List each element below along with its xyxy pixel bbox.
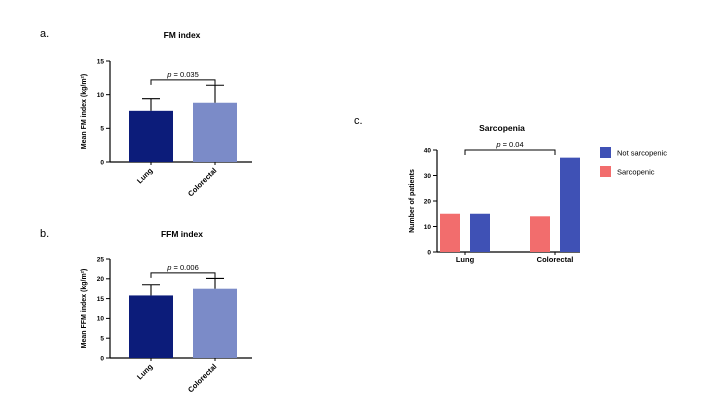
y-tick-label: 15 — [97, 296, 105, 303]
significance-bracket — [150, 272, 216, 278]
chart-title: FM index — [164, 30, 201, 40]
y-tick-label: 15 — [97, 58, 105, 65]
legend-label: Sarcopenic — [617, 168, 655, 177]
y-tick-label: 25 — [97, 256, 105, 263]
bar — [440, 213, 460, 252]
chart-title: FFM index — [161, 229, 203, 239]
panel-label: b. — [40, 228, 49, 240]
bar — [193, 102, 237, 162]
y-tick-label: 10 — [97, 316, 105, 323]
y-tick-label: 5 — [100, 126, 104, 133]
panel-label: c. — [354, 115, 363, 127]
bar — [560, 157, 580, 252]
y-tick-label: 30 — [424, 173, 432, 180]
bar — [530, 216, 550, 252]
x-tick-label: Colorectal — [186, 362, 218, 394]
y-axis-label: Mean FFM index (kg/m²) — [81, 269, 88, 349]
y-tick-label: 20 — [97, 276, 105, 283]
x-tick-label: Lung — [456, 255, 475, 264]
bar — [129, 110, 173, 162]
p-value-annotation: p = 0.035 — [166, 70, 199, 79]
x-tick-label: Colorectal — [537, 255, 574, 264]
chart-title: Sarcopenia — [479, 123, 525, 133]
bar — [470, 213, 490, 252]
chart-panel-3: c. Sarcopenia Number of patients 0 10 20 30 40 N… — [354, 115, 667, 264]
legend-swatch — [600, 166, 611, 177]
significance-bracket — [150, 79, 216, 85]
bar — [129, 295, 173, 358]
y-tick-label: 0 — [100, 355, 104, 362]
y-axis-label: Mean FM index (kg/m²) — [81, 74, 88, 149]
p-value-annotation: p = 0.006 — [166, 263, 199, 272]
y-axis-label: Number of patients — [409, 169, 416, 233]
p-value-annotation: p = 0.04 — [495, 140, 523, 149]
y-tick-label: 10 — [424, 224, 432, 231]
significance-bracket — [464, 149, 556, 155]
chart-panel-2: b. FFM index Mean FFM index (kg/m²) 0 5 10 15 2… — [40, 228, 252, 394]
y-tick-label: 0 — [427, 249, 431, 256]
y-tick-label: 40 — [424, 147, 432, 154]
y-tick-label: 20 — [424, 198, 432, 205]
bar — [193, 288, 237, 358]
legend-swatch — [600, 147, 611, 158]
x-tick-label: Lung — [135, 362, 155, 382]
legend-label: Not sarcopenic — [617, 149, 667, 158]
y-tick-label: 5 — [100, 336, 104, 343]
y-tick-label: 0 — [100, 159, 104, 166]
x-tick-label: Colorectal — [186, 166, 218, 198]
chart-panel-1: a. FM index Mean FM index (kg/m²) 0 5 10 15 Lun… — [40, 28, 252, 198]
y-tick-label: 10 — [97, 92, 105, 99]
x-tick-label: Lung — [135, 166, 155, 186]
panel-label: a. — [40, 28, 49, 40]
